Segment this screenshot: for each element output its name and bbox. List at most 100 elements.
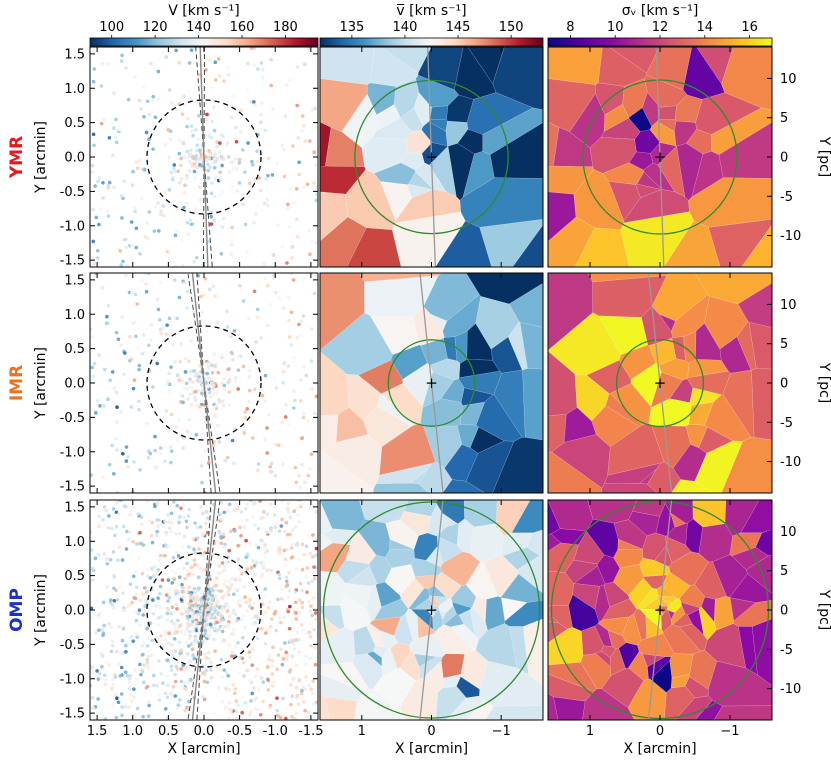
star-point (205, 680, 210, 685)
rotation-axis (199, 47, 209, 267)
star-point (133, 596, 138, 601)
star-point (303, 139, 308, 143)
star-point (185, 387, 189, 392)
star-point (294, 217, 299, 222)
star-point (147, 137, 151, 142)
star-point (134, 226, 139, 231)
y-tick-label: 0 (780, 377, 788, 392)
star-point (128, 334, 132, 339)
star-point (90, 548, 94, 552)
star-point (181, 502, 186, 507)
star-point (232, 426, 237, 431)
star-point (158, 280, 163, 285)
star-point (174, 48, 178, 53)
voronoi-bin (319, 627, 356, 666)
star-point (147, 519, 152, 524)
star-point (273, 609, 278, 614)
star-point (244, 538, 248, 543)
voronoi-bin (319, 46, 375, 85)
star-point (205, 112, 209, 117)
star-point (250, 622, 255, 626)
star-point (206, 607, 210, 611)
star-point (213, 414, 217, 418)
star-point (285, 583, 290, 587)
rotation-axis-error (196, 500, 212, 720)
star-point (166, 599, 170, 603)
star-point (128, 582, 133, 587)
star-point (94, 630, 98, 635)
star-point (177, 640, 182, 645)
star-point (138, 530, 142, 535)
star-point (211, 606, 216, 610)
star-point (140, 592, 145, 596)
star-point (197, 586, 202, 590)
star-point (268, 652, 272, 657)
star-point (300, 588, 305, 593)
star-point (189, 545, 194, 550)
star-point (257, 176, 262, 180)
star-point (119, 59, 124, 63)
star-point (211, 392, 216, 397)
star-point (182, 515, 186, 520)
star-point (191, 653, 195, 657)
star-point (178, 359, 182, 364)
star-point (169, 412, 174, 417)
star-point (298, 399, 303, 403)
star-point (95, 248, 100, 253)
voronoi-bin (399, 577, 425, 610)
star-point (192, 656, 197, 661)
half-light-circle (146, 325, 262, 441)
star-point (241, 647, 245, 651)
x-tick-label: −1 (492, 724, 511, 739)
star-point (314, 510, 318, 514)
star-point (246, 141, 250, 145)
star-point (95, 256, 100, 260)
star-point (195, 159, 200, 164)
star-point (309, 643, 313, 648)
star-point (268, 469, 273, 474)
voronoi-bin (573, 565, 606, 587)
star-point (179, 342, 183, 346)
star-point (233, 687, 238, 691)
star-point (253, 614, 258, 619)
star-point (175, 551, 180, 555)
star-point (195, 143, 200, 147)
star-point (220, 399, 225, 403)
star-point (165, 532, 169, 536)
star-point (227, 390, 232, 394)
star-point (189, 565, 193, 570)
star-point (311, 554, 315, 559)
y-tick-label: 1.0 (64, 535, 85, 550)
star-point (145, 574, 150, 579)
star-point (244, 600, 249, 605)
star-point (306, 710, 311, 715)
y-tick-label: 1.5 (64, 47, 85, 62)
star-point (142, 115, 146, 119)
voronoi-bin (402, 362, 434, 407)
star-point (185, 609, 190, 613)
star-point (216, 423, 220, 428)
green-circle (615, 338, 705, 428)
star-point (220, 225, 225, 229)
star-point (200, 607, 205, 611)
star-point (286, 295, 291, 300)
star-point (188, 377, 192, 381)
star-point (198, 566, 202, 571)
star-point (187, 417, 192, 422)
star-point (127, 537, 131, 542)
star-point (216, 370, 221, 375)
star-point (271, 679, 276, 684)
star-point (189, 599, 193, 603)
star-point (225, 605, 229, 609)
star-point (119, 410, 123, 414)
star-point (300, 114, 305, 118)
star-point (195, 148, 199, 153)
star-point (152, 573, 157, 578)
voronoi-bin (751, 368, 773, 441)
star-point (135, 677, 139, 682)
star-point (125, 263, 130, 267)
star-point (202, 697, 207, 702)
star-point (175, 625, 179, 630)
star-point (112, 386, 117, 390)
star-point (137, 367, 141, 372)
